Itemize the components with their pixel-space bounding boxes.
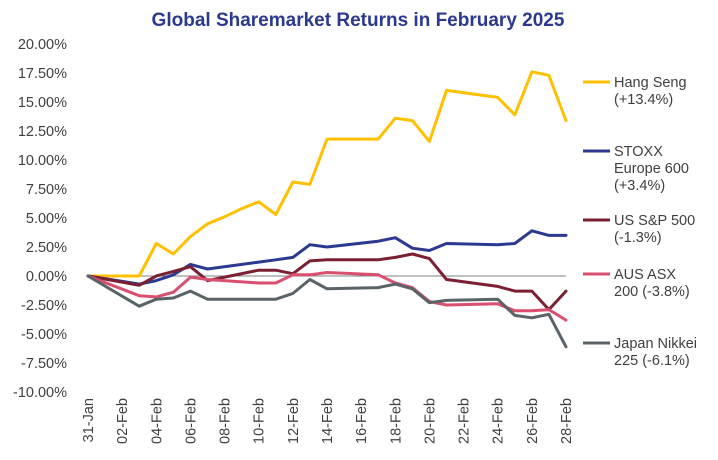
y-tick-label: 20.00%	[18, 37, 67, 53]
x-tick-label: 08-Feb	[218, 398, 234, 444]
x-tick-label: 26-Feb	[525, 398, 541, 444]
series-line-us-s-p-500	[86, 252, 568, 312]
x-tick-label: 06-Feb	[183, 398, 199, 444]
legend-label-stoxx-europe-600: (+3.4%)	[614, 178, 665, 194]
y-tick-label: 10.00%	[18, 153, 67, 169]
series-line-japan-nikkei-225	[86, 274, 568, 349]
y-tick-label: 15.00%	[18, 95, 67, 111]
x-tick-label: 02-Feb	[115, 398, 131, 444]
y-tick-label: 2.50%	[26, 240, 67, 256]
x-tick-label: 24-Feb	[491, 398, 507, 444]
y-tick-label: 5.00%	[26, 211, 67, 227]
x-tick-label: 18-Feb	[388, 398, 404, 444]
x-tick-label: 28-Feb	[559, 398, 575, 444]
x-tick-label: 22-Feb	[457, 398, 473, 444]
chart-title: Global Sharemarket Returns in February 2…	[152, 10, 565, 31]
series-line-hang-seng	[86, 70, 568, 278]
y-tick-label: 12.50%	[18, 124, 67, 140]
x-tick-label: 16-Feb	[354, 398, 370, 444]
x-axis-ticks: 31-Jan 02-Feb 04-Feb 06-Feb 08-Feb 10-Feb 12-F…	[81, 398, 575, 444]
series-layer	[86, 70, 568, 349]
legend-label-us-s-p-500: (-1.3%)	[614, 230, 662, 246]
legend-label-us-s-p-500: US S&P 500	[614, 213, 695, 229]
y-tick-label: 17.50%	[18, 66, 67, 82]
x-tick-label: 31-Jan	[81, 398, 97, 442]
x-tick-label: 04-Feb	[149, 398, 165, 444]
y-tick-label: 7.50%	[26, 182, 67, 198]
legend-label-stoxx-europe-600: Europe 600	[614, 161, 689, 177]
x-tick-label: 12-Feb	[286, 398, 302, 444]
legend-label-stoxx-europe-600: STOXX	[614, 144, 663, 160]
legend-label-hang-seng: (+13.4%)	[614, 92, 673, 108]
legend-label-aus-asx-200: 200 (-3.8%)	[614, 284, 690, 300]
y-tick-label: -2.50%	[21, 298, 67, 314]
y-tick-label: -7.50%	[21, 356, 67, 372]
legend-label-aus-asx-200: AUS ASX	[614, 267, 676, 283]
legend-label-japan-nikkei-225: Japan Nikkei	[614, 336, 697, 352]
x-tick-label: 14-Feb	[320, 398, 336, 444]
y-tick-label: -5.00%	[21, 327, 67, 343]
x-tick-label: 20-Feb	[422, 398, 438, 444]
legend-label-japan-nikkei-225: 225 (-6.1%)	[614, 353, 690, 369]
legend-label-hang-seng: Hang Seng	[614, 75, 687, 91]
y-axis-ticks: 20.00% 17.50% 15.00% 12.50% 10.00% 7.50% 5.00%…	[13, 37, 566, 401]
y-tick-label: -10.00%	[13, 385, 67, 401]
y-tick-label: 0.00%	[26, 269, 67, 285]
x-tick-label: 10-Feb	[252, 398, 268, 444]
